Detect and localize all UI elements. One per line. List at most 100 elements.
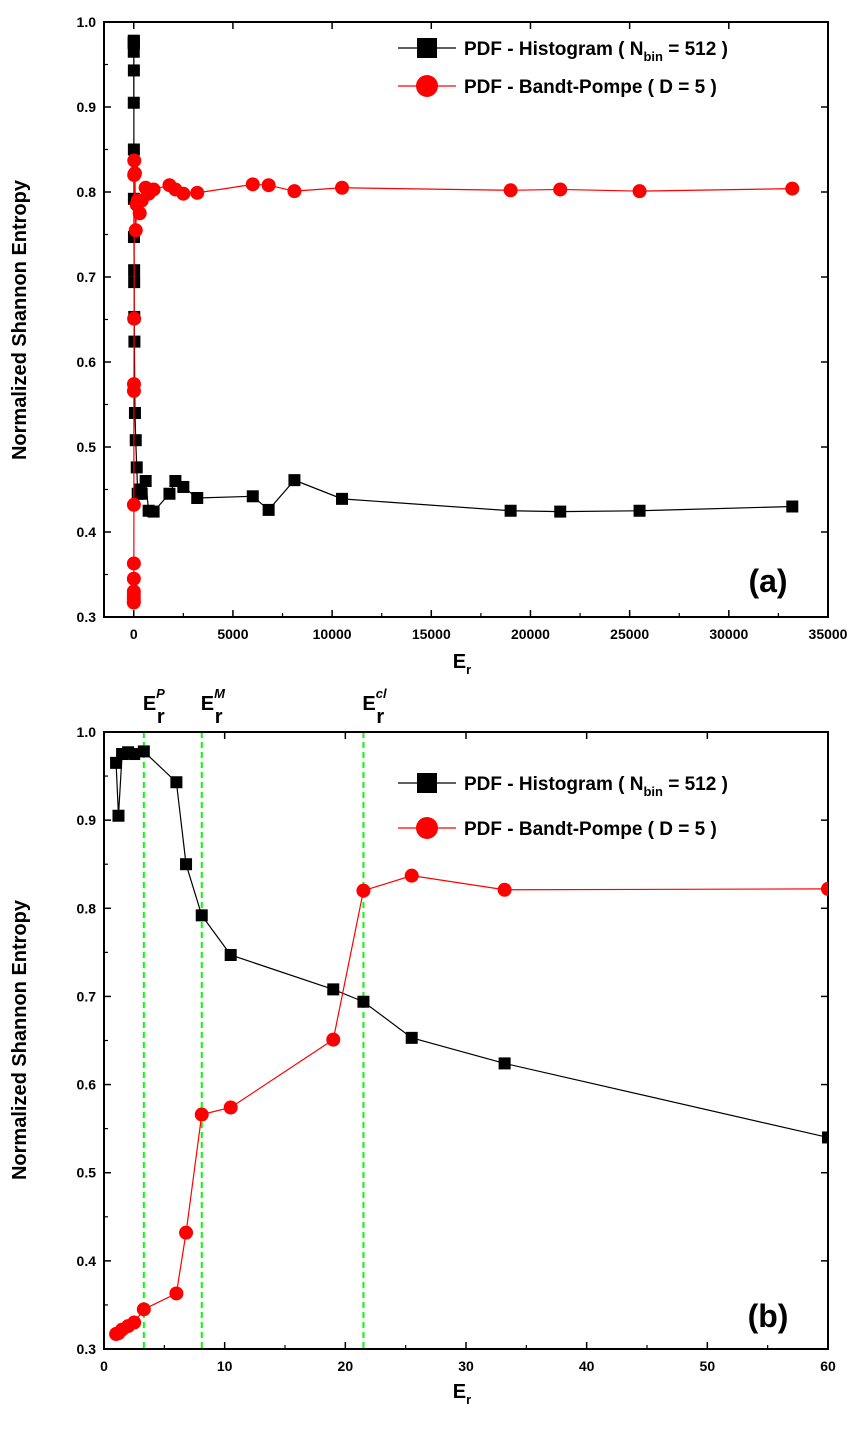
- panel-a-y-tick-label: 0.3: [77, 609, 97, 625]
- panel-a-data-point: [553, 182, 568, 197]
- panel-b-y-tick-label: 0.6: [77, 1077, 97, 1093]
- panel-a-series-1: [126, 153, 800, 610]
- panel-a-data-point: [135, 487, 148, 500]
- panel-a-data-point: [163, 487, 176, 500]
- panel-a-y-tick-label: 0.6: [77, 354, 97, 370]
- panel-a-data-point: [129, 434, 142, 447]
- vline-label-main: E: [201, 693, 214, 715]
- panel-b-vline-sub-2: r: [376, 706, 384, 728]
- legend-label-tail: = 512 ): [663, 39, 728, 60]
- legend-label-main: PDF - Histogram ( N: [464, 39, 643, 60]
- panel-b-data-point: [136, 1302, 151, 1317]
- panel-a-x-tick-label: 0: [130, 626, 138, 642]
- panel-b-data-point: [128, 748, 141, 761]
- panel-b-data-point: [137, 745, 150, 758]
- panel-a-data-point: [262, 503, 275, 516]
- panel-a-data-point: [126, 377, 141, 392]
- panel-b-data-point: [170, 776, 183, 789]
- panel-b-y-tick-label: 0.3: [77, 1341, 97, 1357]
- panel-b-data-point: [822, 1131, 828, 1144]
- panel-a-data-point: [785, 181, 800, 196]
- panel-a-data-point: [554, 505, 567, 518]
- panel-b-data-point: [169, 1286, 184, 1301]
- panel-b-x-axis-label: Er: [453, 1381, 471, 1407]
- panel-b-x-tick-label: 10: [217, 1358, 233, 1374]
- panel-a-data-point: [146, 182, 161, 197]
- panel-b-y-tick-label: 0.5: [77, 1165, 97, 1181]
- panel-a-x-tick-label: 20000: [511, 626, 550, 642]
- panel-b-data-point: [195, 909, 208, 922]
- panel-a-plot-frame: [103, 21, 829, 618]
- panel-a-data-point: [130, 461, 143, 474]
- panel-b-vline-label-2: Ecl: [362, 686, 387, 715]
- panel-b-data-point: [179, 1225, 194, 1240]
- panel-a-data-point: [245, 177, 260, 192]
- panel-a-data-point: [127, 64, 140, 77]
- vline-label-sup: P: [156, 686, 165, 701]
- panel-a-data-point: [126, 497, 141, 512]
- x-axis-label-main: E: [453, 1381, 466, 1403]
- panel-a-data-point: [147, 505, 160, 518]
- panel-b-legend-marker-0: [417, 773, 437, 793]
- panel-b-x-tick-label: 50: [700, 1358, 716, 1374]
- panel-a-y-axis-label: Normalized Shannon Entropy: [9, 179, 31, 460]
- panel-a-x-tick-label: 15000: [412, 626, 451, 642]
- panel-a-data-point: [261, 178, 276, 193]
- panel-a-legend-marker-1: [416, 75, 438, 97]
- panel-b-data-point: [224, 949, 237, 962]
- panel-b-y-tick-label: 0.8: [77, 900, 97, 916]
- panel-a-y-tick-label: 0.4: [77, 524, 97, 540]
- vline-label-main: E: [362, 693, 375, 715]
- panel-a-y-tick-label: 0.9: [77, 99, 97, 115]
- panel-b-data-point: [194, 1107, 209, 1122]
- panel-a-x-tick-label: 10000: [313, 626, 352, 642]
- panel-a-data-point: [335, 180, 350, 195]
- panel-a-y-tick-label: 0.8: [77, 184, 97, 200]
- panel-a-data-point: [127, 166, 142, 181]
- panel-b-legend-label-0: PDF - Histogram ( Nbin = 512 ): [464, 774, 728, 799]
- panel-a-x-tick-label: 35000: [809, 626, 848, 642]
- panel-a-series-line: [133, 40, 793, 513]
- panel-a-data-point: [139, 475, 152, 487]
- panel-b-vline-sub-1: r: [215, 706, 223, 728]
- panel-b-legend-label-1: PDF - Bandt-Pompe ( D = 5 ): [464, 819, 717, 840]
- panel-a-data-point: [786, 500, 799, 513]
- x-axis-label-sub: r: [466, 1392, 471, 1407]
- panel-b-series-0: [110, 745, 828, 1144]
- panel-a-data-point: [127, 143, 140, 156]
- panel-b-data-point: [404, 868, 419, 883]
- panel-b-y-tick-label: 0.9: [77, 812, 97, 828]
- panel-b-vline-label-1: EM: [201, 686, 226, 715]
- panel-a-data-point: [127, 34, 140, 47]
- panel-a-data-point: [128, 407, 141, 419]
- panel-a-data-point: [190, 185, 205, 200]
- panel-a-data-point: [127, 153, 142, 168]
- panel-a-data-point: [633, 504, 646, 517]
- panel-a-data-point: [127, 311, 142, 326]
- panel-a-series-line: [133, 160, 793, 603]
- panel-b-legend-marker-1: [416, 817, 438, 839]
- panel-b-vline-sub-0: r: [157, 706, 165, 728]
- legend-label-main: PDF - Bandt-Pompe ( D = 5 ): [464, 77, 717, 98]
- panel-b-y-tick-label: 0.7: [77, 988, 97, 1004]
- panel-b-data-point: [357, 995, 370, 1008]
- panel-b-data-point: [821, 881, 828, 896]
- panel-a-data-point: [246, 490, 259, 503]
- panel-b-x-tick-label: 40: [579, 1358, 595, 1374]
- panel-a-data-point: [288, 474, 301, 487]
- panel-a-y-tick-label: 0.7: [77, 269, 97, 285]
- panel-a-panel-label: (a): [748, 563, 787, 599]
- panel-b-data-point: [405, 1031, 418, 1044]
- panel-a-data-point: [126, 556, 141, 571]
- panel-b-data-point: [327, 983, 340, 996]
- panel-b-data-point: [498, 1057, 511, 1070]
- panel-b-x-tick-label: 0: [100, 1358, 108, 1374]
- legend-label-sub: bin: [643, 49, 663, 64]
- panel-b-data-point: [326, 1032, 341, 1047]
- panel-a-legend-label-0: PDF - Histogram ( Nbin = 512 ): [464, 39, 728, 64]
- vline-label-sup: cl: [376, 686, 387, 701]
- panel-b-vline-label-0: EP: [143, 686, 165, 715]
- panel-a-data-point: [287, 184, 302, 199]
- legend-label-sub: bin: [643, 784, 663, 799]
